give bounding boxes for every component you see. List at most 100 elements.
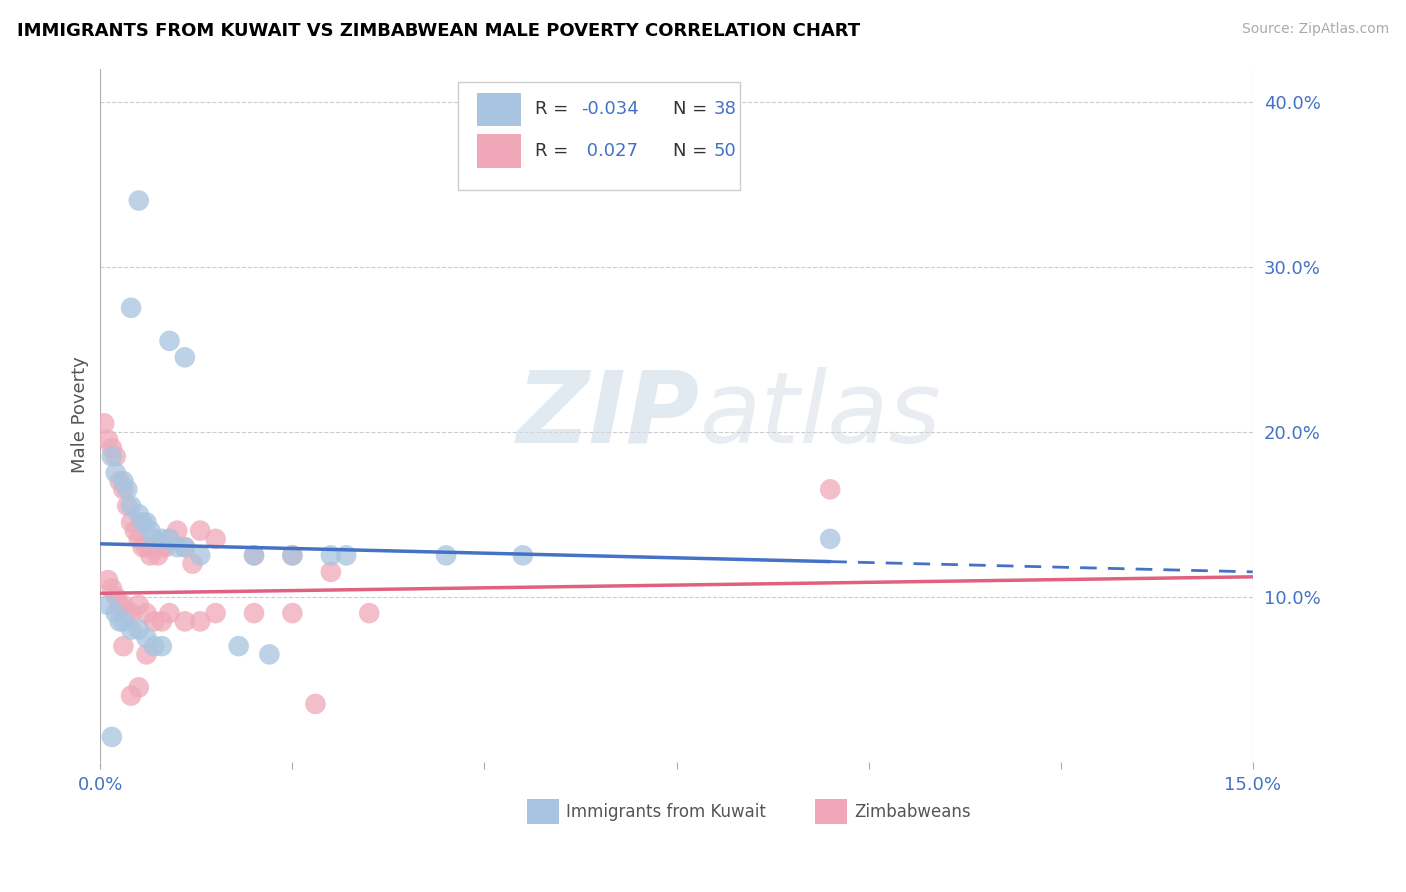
Point [818,532,841,546]
Text: atlas: atlas [700,367,941,464]
Point [319,549,342,563]
Point [112,483,135,497]
Point [166,524,188,538]
Point [281,606,304,620]
Point [173,615,195,629]
Point [115,483,138,497]
Text: N =: N = [673,142,713,160]
Text: Source: ZipAtlas.com: Source: ZipAtlas.com [1241,22,1389,37]
Point [131,540,153,554]
Point [120,689,142,703]
Point [101,730,124,744]
Point [150,532,173,546]
Point [173,351,195,365]
Text: N =: N = [673,101,713,119]
Point [108,615,131,629]
Point [112,598,135,612]
Point [104,606,127,620]
Point [159,532,181,546]
Point [281,549,304,563]
Point [120,499,142,513]
Point [124,524,146,538]
Point [319,565,342,579]
Point [359,606,381,620]
Point [188,524,211,538]
Point [281,549,304,563]
Point [120,301,142,315]
Text: -0.034: -0.034 [581,101,638,119]
Point [135,631,157,645]
Text: R =: R = [534,142,574,160]
Point [93,417,115,431]
Point [143,532,166,546]
Point [139,549,162,563]
Point [818,483,841,497]
Point [188,549,211,563]
Point [108,474,131,488]
Text: 0.027: 0.027 [581,142,638,160]
Point [159,334,181,348]
Point [143,615,166,629]
Point [112,615,135,629]
Text: 50: 50 [713,142,737,160]
Point [128,623,150,637]
Point [243,549,266,563]
Bar [477,135,522,168]
Point [143,540,166,554]
Text: Immigrants from Kuwait: Immigrants from Kuwait [565,803,766,821]
Point [150,639,173,653]
Point [204,532,226,546]
Point [139,524,162,538]
Point [112,639,135,653]
Point [135,606,157,620]
Point [115,499,138,513]
Point [181,557,204,571]
Point [335,549,357,563]
Point [150,540,173,554]
Point [259,648,281,662]
Point [228,639,250,653]
Point [135,516,157,530]
Point [143,639,166,653]
Point [101,450,124,464]
Point [243,606,266,620]
Point [173,540,195,554]
Bar [477,93,522,126]
Point [108,598,131,612]
Point [243,549,266,563]
Text: 38: 38 [713,101,737,119]
Point [101,582,124,596]
Point [128,598,150,612]
Point [97,573,120,587]
Point [97,433,120,447]
Point [188,615,211,629]
Point [166,540,188,554]
Point [128,532,150,546]
Text: R =: R = [534,101,574,119]
Point [159,532,181,546]
Point [128,681,150,695]
Point [131,516,153,530]
Point [135,648,157,662]
Text: ZIP: ZIP [516,367,700,464]
Point [150,615,173,629]
Point [173,540,195,554]
Point [128,194,150,208]
Point [120,606,142,620]
Point [120,516,142,530]
Text: Zimbabweans: Zimbabweans [853,803,970,821]
Point [104,466,127,480]
Point [135,540,157,554]
Point [97,598,120,612]
Point [155,540,177,554]
Point [104,450,127,464]
Bar [527,799,560,824]
Point [146,549,169,563]
Point [128,507,150,521]
Text: IMMIGRANTS FROM KUWAIT VS ZIMBABWEAN MALE POVERTY CORRELATION CHART: IMMIGRANTS FROM KUWAIT VS ZIMBABWEAN MAL… [17,22,860,40]
Point [304,697,326,711]
Bar [815,799,846,824]
Point [120,623,142,637]
Point [101,441,124,455]
Point [512,549,534,563]
